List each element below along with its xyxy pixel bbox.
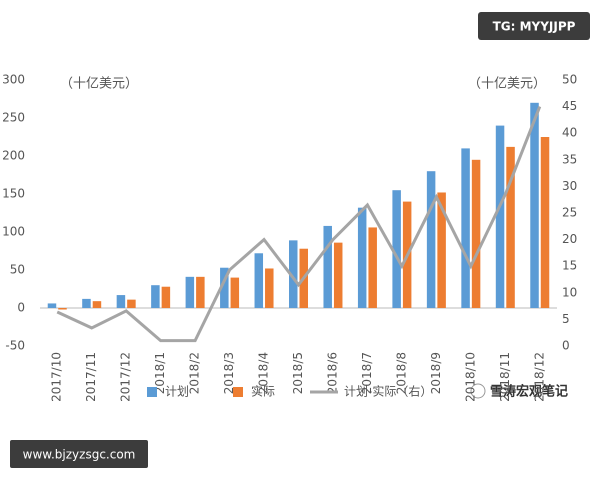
bar [127,299,136,308]
line [56,106,542,343]
x-tick-label: 2017/10 [50,352,64,402]
bar [185,276,195,308]
y2-tick-label: 15 [562,259,577,273]
bar [82,298,91,308]
bar [506,146,515,308]
bar [230,277,240,308]
bar [495,125,505,308]
bar [58,308,67,310]
bar [357,207,367,308]
bar [265,268,274,308]
bar [540,137,550,308]
y-tick-label: 300 [2,73,25,87]
y2-tick-label: 35 [562,152,577,166]
y-tick-label: 250 [2,111,25,125]
x-tick-label: 2018/4 [257,352,271,394]
bar [161,286,171,308]
url-box [10,440,148,468]
x-tick-label: 2018/11 [498,352,512,402]
x-tick-label: 2017/11 [84,352,98,402]
x-tick-label: 2018/7 [360,352,374,394]
x-tick-label: 2018/2 [188,352,202,394]
bar [220,267,229,308]
legend-swatch [147,387,157,397]
bar [92,301,102,308]
y2-tick-label: 0 [562,339,570,353]
x-tick-label: 2018/5 [291,352,305,394]
bar [254,253,264,308]
bar [471,159,481,308]
legend-label: 计划-实际（右） [344,384,432,399]
bar [530,102,539,308]
x-tick-label: 2018/6 [325,352,339,394]
y2-tick-label: 30 [562,179,577,193]
bar [47,303,57,308]
bar [392,190,401,308]
bar [323,225,332,308]
y-tick-label: -50 [5,339,25,353]
x-tick-label: 2018/3 [222,352,236,394]
y2-tick-label: 50 [562,73,577,87]
bar [437,192,446,308]
bar [368,227,377,308]
bar [116,295,126,308]
y-tick-label: 200 [2,149,25,163]
site-url: www.bjzyzsgc.com [23,448,136,462]
legend-swatch [233,387,243,397]
y-tick-label: 100 [2,225,25,239]
bar [333,242,343,308]
bar [151,285,160,308]
y2-tick-label: 10 [562,285,577,299]
x-tick-label: 2018/12 [532,352,546,402]
x-tick-label: 2018/10 [463,352,477,402]
legend-label: 计划 [165,385,189,399]
y-tick-label: 150 [2,187,25,201]
bar [196,276,205,308]
y-unit-label: （十亿美元） [60,77,138,92]
x-tick-label: 2018/9 [429,352,443,394]
watermark: TG: MYYJJPP [493,20,576,34]
y2-unit-label: （十亿美元） [468,77,546,92]
y2-tick-label: 20 [562,232,577,246]
y2-tick-label: 5 [562,312,570,326]
bar [461,148,470,308]
y2-tick-label: 25 [562,206,577,220]
logo-icon [470,383,486,399]
bar [289,240,298,308]
legend-label: 实际 [251,384,275,399]
y2-tick-label: 45 [562,99,577,113]
watermark-box [478,12,590,40]
y-tick-label: 0 [17,301,25,315]
bar [426,171,436,308]
y-tick-label: 50 [10,263,25,277]
x-tick-label: 2017/12 [119,352,133,402]
x-tick-label: 2018/1 [153,352,167,394]
x-tick-label: 2018/8 [394,352,408,394]
logo-text: 雪涛宏观笔记 [490,384,568,400]
y2-tick-label: 40 [562,126,577,140]
